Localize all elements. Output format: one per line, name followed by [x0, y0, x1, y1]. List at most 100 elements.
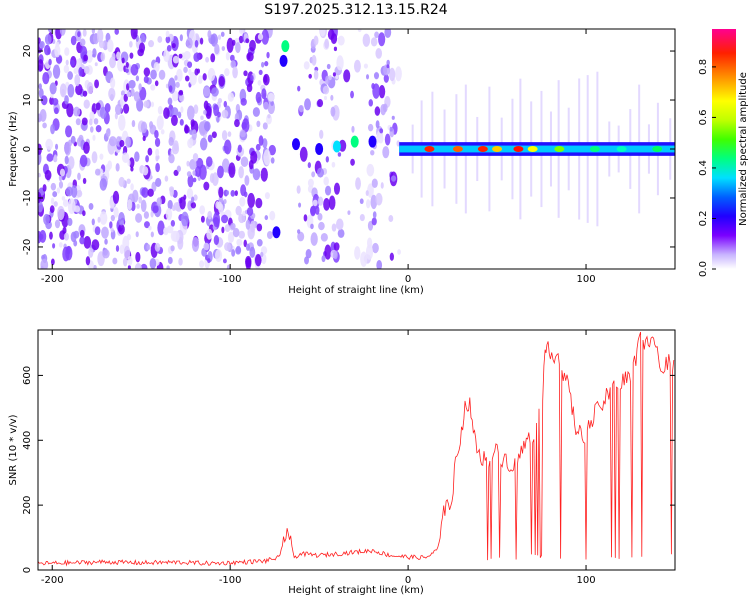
spectrogram-speck	[252, 168, 261, 181]
snr-y-ticks: 0 200 400 600	[22, 366, 675, 573]
spectrogram-speck	[175, 81, 180, 88]
spectrogram-speck	[203, 86, 211, 97]
spectrogram-speck	[246, 51, 254, 62]
spectrogram-speck	[68, 156, 75, 170]
spectrogram-speck	[125, 137, 130, 146]
spectrogram-speck	[70, 231, 77, 243]
spectrogram-speck	[247, 192, 255, 209]
spectrogram-speck	[261, 61, 265, 68]
spectrogram-speck	[196, 68, 201, 74]
spectrogram-speck	[38, 59, 44, 72]
spectrogram-speck	[332, 72, 336, 77]
spectrogram-speck	[63, 232, 70, 241]
spectrogram-speck	[328, 195, 336, 210]
spectrogram-speck	[104, 238, 108, 245]
spectrogram-speck	[225, 51, 230, 61]
colorbar-tick-label: 0.4	[698, 160, 709, 176]
chart-title: S197.2025.312.13.15.R24	[264, 2, 447, 18]
spectrogram-speck	[50, 197, 55, 205]
spectrogram-speck	[323, 176, 329, 186]
spectrogram-speck	[58, 242, 63, 248]
spectrogram-speck	[366, 74, 370, 80]
spectrogram-speck	[83, 235, 92, 249]
spectrogram-speck	[366, 163, 375, 177]
spectrogram-speck	[199, 205, 206, 215]
spectrogram-speck	[110, 77, 116, 89]
spectrogram-speck	[38, 117, 42, 123]
spectrogram-speck	[245, 243, 251, 251]
spectrogram-speck	[331, 161, 336, 168]
spectrogram-speck	[183, 66, 188, 73]
spectrogram-speck	[147, 147, 153, 156]
spectrogram-speck	[86, 49, 93, 63]
spectrogram-speck	[65, 125, 73, 138]
y-tick-label: 20	[22, 45, 33, 58]
spectrogram-speck	[96, 29, 104, 43]
carrier-peak	[589, 146, 600, 152]
spectrogram-speck	[83, 141, 90, 154]
spectrogram-speck	[220, 31, 225, 37]
spectrogram-speck	[333, 250, 338, 260]
spectrogram-speck	[135, 75, 140, 82]
spectrogram-speck	[217, 34, 222, 40]
spectrogram-speck	[94, 168, 101, 176]
spectrogram-speck	[240, 156, 249, 168]
spectrogram-speck	[54, 44, 61, 58]
spectrogram-speck	[307, 162, 311, 169]
spectrogram-speck	[249, 39, 256, 52]
spectrogram-speck	[99, 178, 107, 191]
spectrogram-speck	[355, 177, 361, 190]
spectrogram-speck	[141, 187, 149, 198]
spectrogram-speck	[64, 95, 69, 105]
spectrogram-speck	[230, 222, 236, 230]
spectrogram-speck	[298, 104, 304, 113]
spectrogram-speck	[170, 245, 175, 252]
spectrogram-speck	[153, 61, 160, 72]
spectrogram-speck	[140, 121, 148, 134]
spectrogram-speck	[234, 119, 240, 128]
spectrogram-speck	[365, 190, 369, 196]
spectrogram-speck	[323, 95, 328, 101]
spectrogram-speck	[316, 167, 324, 178]
spectrogram-speck	[42, 71, 50, 85]
spectrogram-speck	[154, 242, 161, 252]
spectrogram-speck	[337, 35, 345, 46]
spectrogram-speck	[38, 83, 42, 90]
spectrogram-speck	[118, 114, 126, 131]
spectrogram-speck	[371, 178, 378, 189]
spectrogram-speck	[50, 124, 56, 135]
spectrogram-speck	[335, 218, 344, 231]
spectrogram-speck	[58, 174, 63, 182]
spectrogram-speck	[183, 50, 191, 60]
spectrogram-speck	[178, 257, 183, 266]
spectrogram-speck	[123, 93, 128, 102]
spectrogram-speck	[319, 129, 324, 140]
spectrogram-speck	[140, 199, 147, 212]
spectrogram-speck	[105, 128, 111, 138]
spectrogram-speck	[262, 122, 268, 130]
spectrogram-speck	[114, 103, 122, 115]
x-tick-label: 0	[405, 274, 411, 285]
spectrogram-speck	[157, 220, 165, 236]
spectrogram-speck	[263, 74, 268, 83]
spectrogram-speck	[104, 102, 111, 113]
spectrogram-speck	[191, 236, 200, 252]
spectrogram-speck	[75, 118, 81, 126]
spectrogram-speck	[194, 40, 199, 48]
spectrogram-speck	[184, 125, 190, 134]
spectrogram-speck	[156, 115, 164, 131]
spectrogram-speck	[99, 153, 104, 160]
spectrogram-speck	[367, 220, 374, 231]
spectrogram-speck	[258, 135, 264, 146]
spectrogram-speck	[264, 61, 269, 67]
spectrogram-speck	[303, 214, 308, 222]
spectrogram-speck	[138, 42, 146, 53]
spectrogram-speck	[116, 51, 121, 60]
spectrogram-speck	[380, 104, 387, 116]
spectrogram-speck	[202, 73, 207, 81]
spectrogram-speck	[127, 255, 133, 266]
spectrogram-speck	[178, 94, 185, 102]
spectrogram-speck	[138, 196, 143, 204]
spectrogram-speck	[140, 263, 148, 269]
spectrogram-speck	[363, 63, 369, 69]
